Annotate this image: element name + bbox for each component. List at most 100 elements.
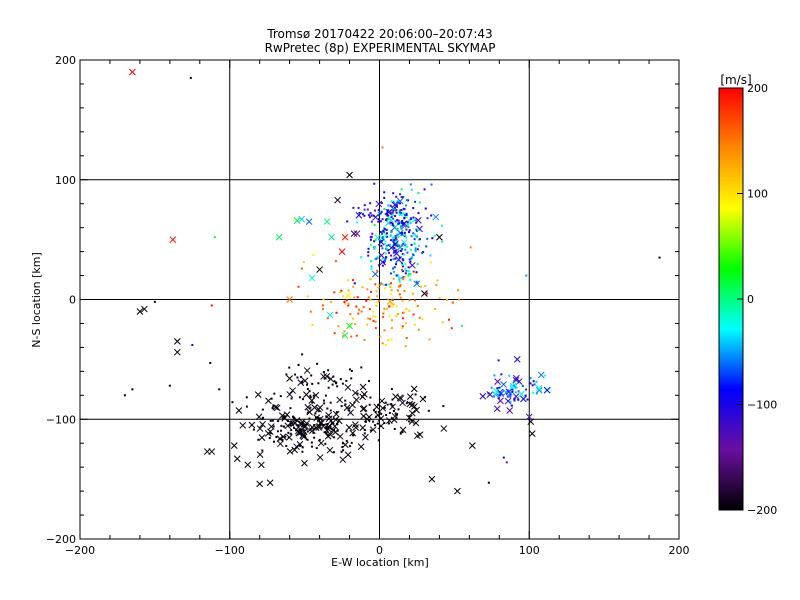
data-point-dot [424, 285, 427, 288]
data-point-dot [401, 262, 404, 265]
data-point-dot [317, 410, 320, 413]
data-point-dot [283, 415, 286, 418]
data-point-cross [230, 442, 238, 449]
data-point-cross [375, 200, 383, 208]
data-point-dot [309, 396, 312, 399]
data-point-dot [393, 239, 396, 242]
data-point-dot [345, 299, 348, 302]
data-point-dot [380, 210, 383, 213]
data-point-dot [275, 436, 278, 439]
data-point-dot [261, 408, 264, 411]
data-point-dot [367, 254, 370, 257]
data-point-dot [509, 395, 512, 398]
data-point-dot [289, 424, 292, 427]
data-point-dot [350, 377, 353, 380]
data-point-dot [400, 188, 403, 191]
data-point-cross [341, 332, 349, 339]
data-point-dot [420, 285, 423, 288]
data-point-cross [399, 426, 407, 434]
data-point-dot [352, 285, 355, 288]
data-point-dot [377, 286, 380, 289]
data-point-dot [412, 220, 415, 223]
data-point-dot [123, 394, 126, 397]
data-point-dot [373, 240, 376, 243]
data-point-cross [324, 425, 332, 433]
data-point-cross [346, 322, 353, 330]
data-point-dot [395, 305, 398, 308]
data-point-dot [394, 237, 397, 240]
data-point-dot [387, 204, 390, 207]
data-point-cross [512, 376, 520, 384]
data-point-dot [383, 259, 386, 262]
data-point-cross [266, 479, 274, 487]
data-point-dot [403, 276, 406, 279]
data-point-cross [278, 412, 286, 419]
data-point-dot [490, 386, 493, 389]
data-point-cross [323, 372, 331, 380]
data-point-dot [510, 386, 513, 389]
data-point-cross [344, 451, 352, 459]
data-point-dot [509, 384, 512, 387]
data-point-dot [388, 314, 391, 317]
data-point-dot [363, 432, 366, 435]
data-point-dot [282, 425, 285, 428]
data-point-dot [405, 245, 408, 248]
data-point-dot [441, 224, 444, 227]
data-point-dot [415, 271, 418, 274]
data-point-dot [317, 382, 320, 385]
data-point-cross [355, 211, 363, 219]
data-point-dot [401, 311, 404, 314]
data-point-dot [348, 368, 351, 371]
data-point-cross [345, 424, 353, 431]
data-point-dot [409, 183, 412, 186]
data-point-dot [413, 323, 416, 326]
data-point-dot [382, 315, 385, 318]
data-point-dot [525, 388, 528, 391]
data-point-dot [375, 415, 378, 418]
data-point-dot [390, 200, 393, 203]
data-point-dot [389, 272, 392, 275]
data-point-dot [311, 323, 314, 326]
data-point-dot [333, 436, 336, 439]
data-point-cross [493, 405, 501, 413]
data-point-dot [500, 373, 503, 376]
data-point-dot [396, 274, 399, 277]
data-point-dot [293, 373, 296, 376]
data-point-dot [301, 422, 304, 425]
data-point-dot [510, 393, 513, 396]
data-point-cross [316, 419, 324, 427]
data-point-cross [359, 405, 367, 413]
data-point-dot [331, 383, 334, 386]
data-point-dot [402, 195, 405, 198]
data-point-dot [383, 191, 386, 194]
data-point-dot [418, 238, 421, 241]
data-point-cross [304, 403, 312, 411]
data-point-dot [509, 400, 512, 403]
data-point-dot [368, 216, 371, 219]
data-point-dot [400, 249, 403, 252]
data-point-dot [272, 440, 275, 443]
data-point-dot [374, 258, 377, 261]
data-point-dot [414, 250, 417, 253]
data-point-dot [323, 399, 326, 402]
data-point-dot [487, 392, 490, 395]
data-point-dot [401, 252, 404, 255]
data-point-dot [301, 450, 304, 453]
data-point-dot [321, 307, 324, 310]
data-point-dot [398, 211, 401, 214]
data-point-cross [312, 391, 320, 399]
data-point-dot [326, 422, 329, 425]
data-point-dot [392, 209, 395, 212]
data-point-dot [390, 282, 393, 285]
data-point-dot [290, 397, 293, 400]
data-point-dot [347, 303, 350, 306]
data-point-dot [285, 444, 288, 447]
data-point-dot [329, 300, 332, 303]
data-point-dot [322, 298, 325, 301]
data-point-cross [389, 403, 396, 411]
data-point-cross [537, 371, 545, 379]
data-point-cross [440, 425, 448, 432]
data-point-dot [383, 227, 386, 230]
data-point-dot [335, 381, 338, 384]
data-point-dot [345, 379, 348, 382]
